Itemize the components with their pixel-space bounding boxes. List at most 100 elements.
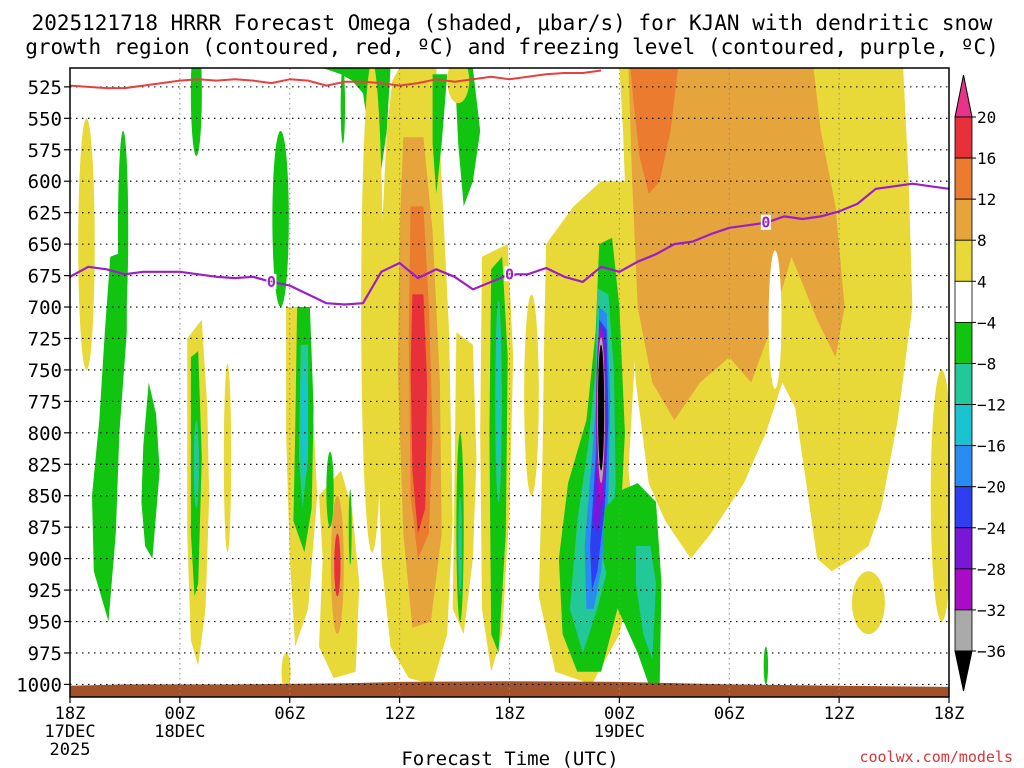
ytick-label-825: 825: [28, 454, 62, 476]
freezing-label-bg-1: [504, 266, 515, 282]
colorbar-label-10: −24: [977, 519, 1006, 538]
omega-shade-2: [117, 130, 129, 333]
ytick-label-800: 800: [28, 423, 62, 445]
credit-text: coolwx.com/models: [859, 748, 1013, 766]
colorbar-label-13: −36: [977, 642, 1006, 661]
colorbar-label-9: −20: [977, 478, 1006, 497]
ytick-label-950: 950: [28, 612, 62, 634]
ytick-label-725: 725: [28, 328, 62, 350]
xtick-label-6: 06Z: [714, 704, 745, 724]
ytick-label-525: 525: [28, 77, 62, 99]
ytick-label-900: 900: [28, 549, 62, 571]
ytick-label-925: 925: [28, 580, 62, 602]
xtick-label-4: 18Z: [494, 704, 525, 724]
omega-shade-53: [828, 68, 843, 194]
colorbar-bin-8: [954, 445, 973, 488]
xtick-label-8: 18Z: [934, 704, 965, 724]
colorbar-label-12: −32: [977, 601, 1006, 620]
omega-shade-32: [458, 495, 462, 597]
y-axis: 525 550 575 600 625 650 675 700 725 750 775 800 825 8…: [16, 77, 70, 696]
freezing-level-label-0: 0: [267, 273, 276, 291]
colorbar-bin-0: [954, 116, 973, 159]
colorbar-bin-2: [954, 198, 973, 241]
colorbar-label-1: 16: [977, 149, 996, 168]
gridlines: [70, 68, 949, 697]
colorbar-bottom-arrow: [954, 650, 973, 692]
xtick-label-3: 12Z: [384, 704, 415, 724]
colorbar-bin-4: [954, 280, 973, 323]
ytick-label-550: 550: [28, 108, 62, 130]
x-axis-label: Forecast Time (UTC): [401, 748, 618, 768]
omega-shade-54: [851, 571, 885, 635]
omega-shading-layer: [70, 68, 949, 697]
ytick-label-650: 650: [28, 234, 62, 256]
colorbar-bin-12: [954, 609, 973, 652]
colorbar-label-11: −28: [977, 560, 1006, 579]
xtick-label-2: 06Z: [274, 704, 305, 724]
omega-shade-4: [190, 68, 202, 157]
colorbar-bin-10: [954, 527, 973, 570]
omega-shade-22: [361, 68, 384, 553]
colorbar-bin-1: [954, 157, 973, 200]
omega-shade-20: [340, 68, 346, 144]
chart-title-line2: growth region (contoured, red, ºC) and f…: [25, 35, 999, 59]
omega-shade-9: [272, 130, 289, 308]
omega-shade-14: [281, 652, 291, 691]
omega-shade-26: [410, 294, 428, 534]
colorbar-bin-7: [954, 404, 973, 447]
omega-shade-27: [432, 74, 448, 194]
ytick-label-600: 600: [28, 171, 62, 193]
xtick-date-0: 17DEC: [44, 722, 95, 742]
colorbar-label-5: −4: [977, 313, 996, 332]
colorbar: 20 16 12 8 4 −4 −8 −12 −16 −20 −24 −28 −32 −36: [954, 74, 1006, 692]
ytick-label-575: 575: [28, 140, 62, 162]
omega-shade-56: [763, 646, 769, 685]
omega-shade-19: [348, 489, 352, 565]
omega-shade-1: [92, 250, 127, 622]
colorbar-label-6: −8: [977, 354, 996, 373]
freezing-level-label-1: 0: [505, 265, 514, 283]
ytick-label-850: 850: [28, 486, 62, 508]
ytick-label-750: 750: [28, 360, 62, 382]
colorbar-bin-9: [954, 486, 973, 529]
colorbar-bin-11: [954, 568, 973, 611]
omega-shade-18: [326, 451, 334, 528]
omega-shade-46: [597, 344, 605, 471]
chart-title-line1: 2025121718 HRRR Forecast Omega (shaded, …: [32, 11, 993, 35]
xtick-label-5: 00Z: [604, 704, 635, 724]
omega-shade-0: [78, 118, 95, 370]
ytick-label-675: 675: [28, 266, 62, 288]
omega-shade-28: [454, 68, 481, 207]
ytick-label-775: 775: [28, 391, 62, 413]
ytick-label-700: 700: [28, 297, 62, 319]
omega-shade-51: [630, 68, 678, 194]
colorbar-label-0: 20: [977, 108, 996, 127]
ytick-label-975: 975: [28, 643, 62, 665]
omega-shade-36: [497, 332, 500, 458]
omega-shade-37: [524, 294, 539, 496]
ytick-label-1000: 1000: [16, 674, 62, 696]
colorbar-label-2: 12: [977, 190, 996, 209]
colorbar-label-8: −16: [977, 437, 1006, 456]
omega-shade-52: [768, 250, 782, 389]
freezing-label-bg-2: [760, 214, 771, 230]
omega-shade-48: [635, 546, 656, 660]
freezing-level-label-2: 0: [761, 214, 770, 232]
colorbar-label-4: 4: [977, 272, 987, 291]
ytick-label-875: 875: [28, 517, 62, 539]
contour-layer: 0 0 0: [70, 69, 949, 306]
xtick-label-1: 00Z: [165, 704, 196, 724]
omega-shade-17: [334, 533, 341, 597]
colorbar-label-7: −12: [977, 396, 1006, 415]
freezing-label-bg-0: [266, 273, 277, 289]
omega-shade-3: [141, 382, 160, 559]
colorbar-label-3: 8: [977, 231, 987, 250]
ytick-label-625: 625: [28, 203, 62, 225]
xtick-label-7: 12Z: [824, 704, 855, 724]
omega-shade-8: [223, 363, 232, 553]
colorbar-bin-6: [954, 363, 973, 405]
xtick-date-5: 19DEC: [594, 722, 645, 742]
colorbar-top-arrow: [954, 74, 973, 118]
